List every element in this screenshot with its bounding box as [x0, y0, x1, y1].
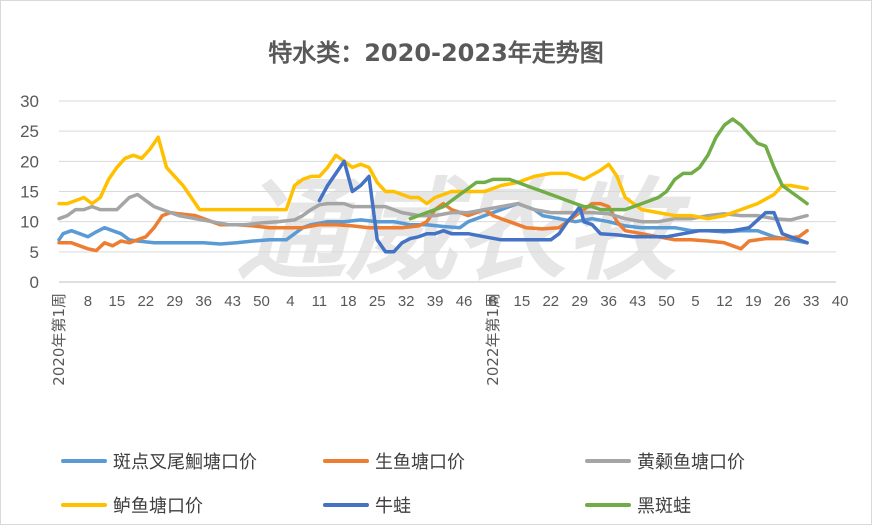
x-tick-label: 43 — [224, 293, 241, 310]
legend-item-snakehead: 生鱼塘口价 — [323, 448, 585, 474]
y-tick-label: 30 — [20, 92, 39, 111]
legend-swatch — [323, 459, 369, 463]
legend-label: 鲈鱼塘口价 — [113, 496, 203, 517]
x-tick-label: 12 — [716, 293, 733, 310]
x-tick-label: 50 — [658, 293, 675, 310]
x-tick-label: 5 — [691, 293, 699, 310]
x-tick-label: 22 — [542, 293, 559, 310]
x-tick-label: 40 — [832, 293, 849, 310]
series-line — [317, 159, 809, 254]
x-tick-label: 32 — [398, 293, 415, 310]
x-tick-label: 46 — [456, 293, 473, 310]
y-tick-label: 20 — [20, 152, 39, 171]
x-tick-label: 50 — [253, 293, 270, 310]
x-rotated-label: 2022年第1周 — [484, 293, 502, 386]
series-line — [57, 135, 809, 221]
x-tick-label: 25 — [369, 293, 386, 310]
x-tick-label: 18 — [340, 293, 357, 310]
legend-item-catfish: 斑点叉尾鮰塘口价 — [61, 448, 323, 474]
series-lines — [57, 117, 809, 254]
legend-swatch — [585, 503, 631, 507]
legend-label: 斑点叉尾鮰塘口价 — [113, 452, 257, 473]
legend-item-black-spotted-frog: 黑斑蛙 — [585, 492, 847, 518]
legend-item-yellow-catfish: 黄颡鱼塘口价 — [585, 448, 847, 474]
x-tick-label: 4 — [286, 293, 294, 310]
x-rotated-label: 2020年第1周 — [50, 293, 68, 386]
x-tick-label: 29 — [166, 293, 183, 310]
legend-item-bullfrog: 牛蛙 — [323, 492, 585, 518]
chart-title: 特水类：2020-2023年走势图 — [268, 39, 604, 67]
x-tick-label: 8 — [489, 293, 497, 310]
x-tick-label: 15 — [514, 293, 531, 310]
series-line — [57, 201, 809, 246]
legend-label: 黑斑蛙 — [637, 496, 691, 517]
x-tick-label: 36 — [600, 293, 617, 310]
y-tick-label: 0 — [30, 273, 39, 292]
x-tick-label: 11 — [312, 293, 328, 310]
x-tick-label: 15 — [109, 293, 126, 310]
y-tick-label: 25 — [20, 122, 39, 141]
y-tick-label: 5 — [30, 243, 39, 262]
x-tick-label: 43 — [629, 293, 646, 310]
x-tick-label: 33 — [803, 293, 820, 310]
legend-swatch — [585, 459, 631, 463]
x-tick-label: 19 — [745, 293, 762, 310]
x-tick-label: 26 — [774, 293, 791, 310]
x-tick-label: 22 — [137, 293, 154, 310]
series-line — [57, 192, 809, 227]
x-tick-label: 39 — [427, 293, 444, 310]
legend: 斑点叉尾鮰塘口价 生鱼塘口价 黄颡鱼塘口价 鲈鱼塘口价 牛蛙 黑斑蛙 — [61, 439, 851, 527]
legend-label: 黄颡鱼塘口价 — [637, 452, 745, 473]
series-line — [408, 117, 809, 221]
y-tick-label: 15 — [20, 183, 39, 202]
x-tick-label: 29 — [571, 293, 588, 310]
legend-item-bass: 鲈鱼塘口价 — [61, 492, 323, 518]
legend-swatch — [61, 503, 107, 507]
legend-label: 牛蛙 — [375, 496, 411, 517]
legend-label: 生鱼塘口价 — [375, 452, 465, 473]
legend-swatch — [61, 459, 107, 463]
legend-swatch — [323, 503, 369, 507]
y-tick-label: 10 — [20, 213, 39, 232]
x-tick-label: 36 — [195, 293, 212, 310]
x-tick-label: 8 — [84, 293, 92, 310]
